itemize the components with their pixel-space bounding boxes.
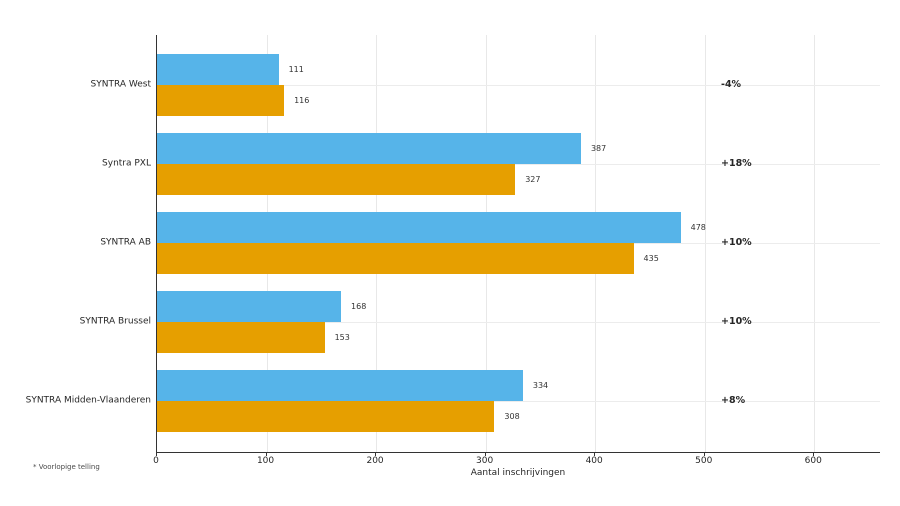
blue-series-bar <box>157 370 523 401</box>
delta-percentage-label: +18% <box>721 158 752 169</box>
delta-percentage-label: +8% <box>721 395 746 406</box>
x-axis-tick <box>813 452 815 456</box>
x-axis-tick-label: 0 <box>153 456 159 466</box>
gridline-horizontal <box>157 401 880 402</box>
delta-percentage-label: +10% <box>721 316 752 327</box>
x-axis-tick-label: 600 <box>804 456 822 466</box>
blue-series-bar <box>157 54 279 85</box>
x-axis-tick <box>156 452 158 456</box>
gridline-horizontal <box>157 164 880 165</box>
bar-value-label: 153 <box>334 332 350 342</box>
bar-value-label: 327 <box>525 174 541 184</box>
x-axis-tick-label: 400 <box>585 456 603 466</box>
category-label: SYNTRA Brussel <box>79 316 151 327</box>
blue-series-bar <box>157 291 342 322</box>
orange-series-bar <box>157 322 325 353</box>
x-axis-tick <box>265 452 267 456</box>
x-axis-tick <box>375 452 377 456</box>
x-axis-tick-label: 100 <box>256 456 275 466</box>
bar-value-label: 387 <box>590 143 607 153</box>
plot-area: 111 116 -4% 387 327 +18% 478 435 +10% 168 153 +10% 3… <box>156 35 880 453</box>
x-axis-label: Aantal inschrijvingen <box>470 468 566 478</box>
bar-value-label: 116 <box>294 95 310 105</box>
blue-series-bar <box>157 133 581 164</box>
category-label: SYNTRA Midden-Vlaanderen <box>25 395 151 406</box>
bar-value-label: 478 <box>690 222 706 232</box>
category-label: SYNTRA AB <box>100 237 151 248</box>
orange-series-bar <box>157 164 516 195</box>
bar-value-label: 435 <box>643 253 659 263</box>
bar-value-label: 168 <box>351 301 367 311</box>
bar-value-label: 111 <box>288 64 304 74</box>
x-axis-tick-label: 300 <box>476 456 494 466</box>
bar-value-label: 334 <box>532 380 549 390</box>
orange-series-bar <box>157 401 495 432</box>
x-axis-tick-label: 500 <box>695 456 713 466</box>
category-label: Syntra PXL <box>102 158 151 169</box>
category-label: SYNTRA West <box>90 79 151 90</box>
blue-series-bar <box>157 212 681 243</box>
x-axis-tick <box>484 452 486 456</box>
delta-percentage-label: -4% <box>721 79 742 90</box>
x-axis-tick <box>594 452 596 456</box>
delta-percentage-label: +10% <box>721 237 752 248</box>
x-axis-tick-label: 200 <box>366 456 384 466</box>
gridline-horizontal <box>157 322 880 323</box>
chart-footnote: * Voorlopige telling <box>33 463 100 471</box>
bar-value-label: 308 <box>504 411 520 421</box>
orange-series-bar <box>157 85 285 116</box>
gridline-horizontal <box>157 85 880 86</box>
orange-series-bar <box>157 243 634 274</box>
x-axis-tick <box>703 452 705 456</box>
